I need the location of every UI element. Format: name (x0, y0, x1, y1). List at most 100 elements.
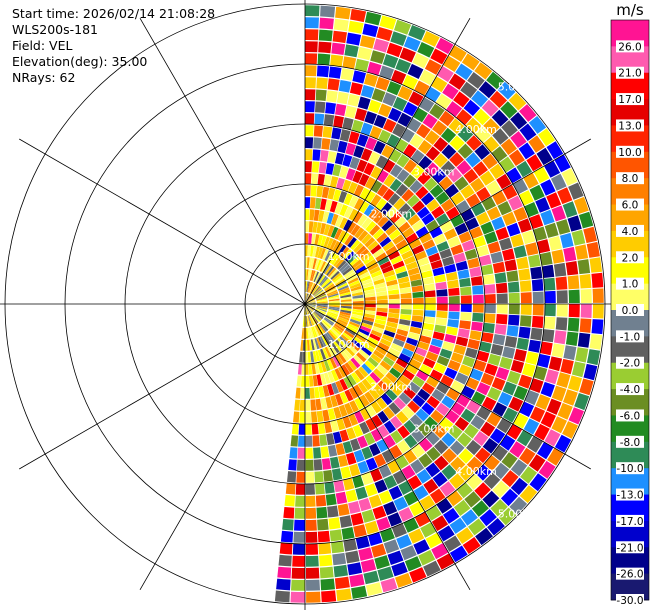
velocity-gate (380, 577, 398, 593)
velocity-gate (499, 356, 513, 370)
velocity-gate (325, 163, 335, 175)
velocity-gate (364, 237, 376, 248)
velocity-gate (484, 231, 498, 244)
velocity-gate (425, 351, 439, 362)
velocity-gate (463, 168, 479, 184)
velocity-gate (309, 209, 315, 221)
velocity-gate (327, 312, 338, 318)
velocity-gate (315, 197, 322, 210)
velocity-gate (472, 285, 484, 295)
velocity-gate (335, 258, 345, 269)
velocity-gate (444, 228, 458, 240)
velocity-gate (343, 269, 355, 278)
velocity-gate (385, 224, 398, 236)
velocity-gate (354, 369, 365, 381)
velocity-gate (487, 353, 501, 366)
velocity-gate (335, 242, 344, 254)
velocity-gate (496, 293, 508, 304)
velocity-gate (297, 363, 302, 375)
velocity-gate (326, 345, 335, 357)
velocity-gate (319, 248, 326, 260)
velocity-gate (291, 423, 299, 435)
velocity-gate (506, 370, 521, 385)
velocity-gate (320, 198, 327, 210)
velocity-gate (350, 357, 361, 369)
velocity-gate (472, 304, 484, 313)
velocity-gate (583, 363, 598, 381)
velocity-gate (342, 441, 353, 454)
velocity-gate (363, 343, 375, 353)
velocity-gate (376, 304, 388, 308)
velocity-gate (368, 151, 381, 165)
velocity-gate (299, 351, 303, 363)
velocity-gate (563, 246, 577, 262)
velocity-gate (363, 162, 375, 176)
velocity-gate (375, 286, 387, 293)
elevation-text: Elevation(deg): 35.00 (12, 54, 148, 69)
velocity-gate (457, 328, 470, 339)
velocity-gate (328, 296, 340, 301)
velocity-gate (489, 90, 508, 109)
velocity-gate (553, 262, 567, 277)
velocity-gate (309, 315, 315, 326)
velocity-gate (359, 407, 371, 421)
azimuth-spoke (19, 138, 306, 305)
velocity-gate (516, 160, 533, 178)
velocity-gate (305, 221, 309, 233)
velocity-gate (305, 269, 307, 280)
velocity-gate (294, 519, 305, 531)
velocity-gate (372, 505, 387, 520)
velocity-gate (305, 300, 316, 304)
velocity-gate (334, 152, 345, 165)
velocity-gate (331, 254, 340, 266)
velocity-gate (325, 396, 333, 409)
velocity-gate (323, 360, 331, 372)
velocity-gate (305, 304, 308, 315)
velocity-gate (330, 419, 339, 432)
velocity-gate (351, 585, 368, 599)
velocity-gate (457, 143, 473, 159)
velocity-gate (291, 567, 305, 579)
colorbar-tick-label: -17.0 (616, 516, 643, 528)
velocity-gate (436, 304, 448, 311)
velocity-gate (565, 331, 579, 346)
velocity-gate (484, 294, 496, 304)
velocity-gate (342, 249, 353, 260)
velocity-gate (352, 475, 364, 489)
velocity-gate (447, 279, 459, 289)
velocity-gate (560, 358, 574, 375)
velocity-gate (357, 46, 373, 61)
velocity-gate (305, 328, 307, 339)
velocity-gate (318, 162, 327, 174)
velocity-gate (335, 380, 344, 393)
velocity-gate (317, 234, 324, 246)
velocity-gate (317, 260, 324, 272)
velocity-gate (329, 253, 337, 264)
velocity-gate (460, 312, 472, 321)
velocity-gate (305, 519, 317, 531)
velocity-gate (324, 250, 332, 262)
velocity-gate (519, 447, 536, 465)
velocity-gate (361, 509, 376, 523)
velocity-gate (471, 321, 483, 332)
colorbar-tick-label: 26.0 (618, 41, 641, 53)
velocity-gate (312, 221, 318, 233)
velocity-gate (530, 406, 546, 423)
velocity-gate (470, 177, 485, 193)
velocity-gate (506, 325, 519, 337)
velocity-gate (532, 291, 544, 304)
velocity-gate (388, 312, 400, 319)
velocity-gate (439, 481, 456, 497)
velocity-gate (382, 92, 397, 107)
velocity-gate (395, 239, 408, 250)
colorbar-tick-label: 10.0 (618, 147, 641, 159)
velocity-gate (419, 69, 436, 86)
velocity-gate (519, 485, 538, 504)
velocity-gate (543, 316, 556, 330)
range-ring-label: 1.00km (328, 250, 370, 263)
velocity-gate (498, 507, 517, 526)
velocity-gate (385, 388, 398, 401)
velocity-gate (429, 184, 444, 198)
velocity-gate (479, 170, 495, 186)
velocity-gate (351, 288, 363, 294)
